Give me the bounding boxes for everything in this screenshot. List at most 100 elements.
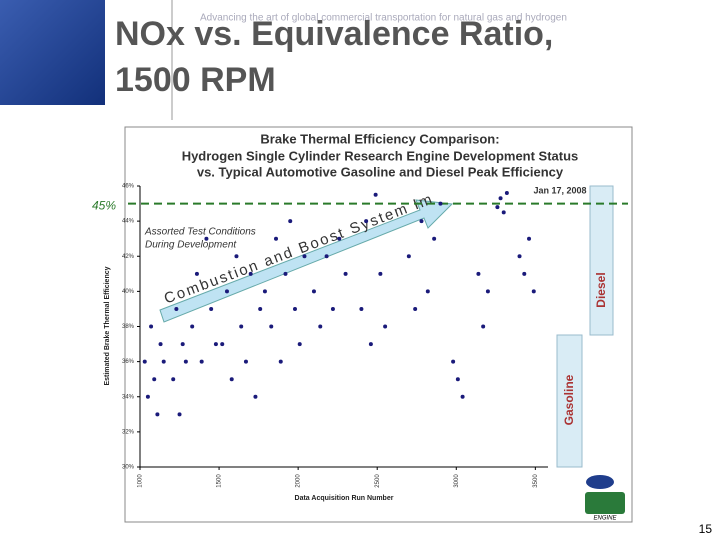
point	[311, 289, 316, 294]
y-axis-label: Estimated Brake Thermal Efficiency	[104, 266, 111, 385]
y-tick-label: 34%	[122, 394, 135, 400]
point	[209, 306, 214, 311]
point	[495, 205, 500, 210]
improvement-arrow	[159, 199, 454, 323]
logo: ENGINE	[585, 475, 625, 522]
point	[288, 219, 293, 224]
x-tick-label: 1500	[217, 474, 223, 488]
point	[158, 342, 163, 347]
point	[183, 359, 188, 364]
point	[517, 254, 522, 259]
point	[194, 271, 199, 276]
y-tick-label: 42%	[122, 254, 135, 260]
point	[373, 192, 378, 197]
point	[481, 324, 486, 329]
point	[224, 289, 229, 294]
point	[378, 271, 383, 276]
band-label: Diesel	[594, 272, 608, 307]
chart-title: vs. Typical Automotive Gasoline and Dies…	[197, 164, 564, 179]
point	[239, 324, 244, 329]
point	[269, 324, 274, 329]
slide-title: 1500 RPM	[115, 61, 276, 99]
corner-block	[0, 0, 105, 105]
point	[180, 342, 185, 347]
point	[522, 271, 527, 276]
point	[278, 359, 283, 364]
date-label: Jan 17, 2008	[533, 185, 586, 195]
point	[324, 254, 329, 259]
point	[359, 306, 364, 311]
x-tick-label: 2500	[375, 474, 381, 488]
chart-title: Hydrogen Single Cylinder Research Engine…	[182, 148, 579, 163]
point	[501, 210, 506, 215]
y-tick-label: 44%	[122, 219, 135, 225]
y-tick-label: 40%	[122, 289, 135, 295]
point	[455, 377, 460, 382]
point	[531, 289, 536, 294]
band-label: Gasoline	[562, 374, 576, 425]
point	[527, 236, 532, 241]
point	[213, 342, 218, 347]
y-tick-label: 32%	[122, 429, 135, 435]
y-tick-label: 38%	[122, 324, 135, 330]
point	[498, 196, 503, 201]
chart-title: Brake Thermal Efficiency Comparison:	[260, 131, 499, 146]
point	[152, 377, 157, 382]
point	[283, 271, 288, 276]
point	[155, 412, 160, 417]
point	[199, 359, 204, 364]
point	[302, 254, 307, 259]
point	[253, 394, 258, 399]
point	[220, 342, 225, 347]
point	[229, 377, 234, 382]
point	[425, 289, 430, 294]
point	[297, 342, 302, 347]
page-number: 15	[699, 522, 713, 536]
point	[485, 289, 490, 294]
point	[364, 219, 369, 224]
point	[413, 306, 418, 311]
point	[432, 236, 437, 241]
point	[248, 271, 253, 276]
point	[149, 324, 154, 329]
point	[262, 289, 267, 294]
x-tick-label: 3000	[454, 474, 460, 488]
point	[234, 254, 239, 259]
point	[258, 306, 263, 311]
point	[204, 236, 209, 241]
y-tick-label: 36%	[122, 359, 135, 365]
point	[318, 324, 323, 329]
point	[504, 191, 509, 196]
conditions: During Development	[145, 240, 237, 251]
point	[368, 342, 373, 347]
point	[476, 271, 481, 276]
point	[142, 359, 147, 364]
chart-frame	[124, 126, 633, 523]
reference-label: 45%	[92, 199, 116, 213]
point	[406, 254, 411, 259]
conditions: Assorted Test Conditions	[144, 227, 256, 238]
x-tick-label: 3500	[533, 474, 539, 488]
x-tick-label: 2000	[296, 474, 302, 488]
diesel-band	[589, 185, 614, 336]
point	[438, 201, 443, 206]
point	[177, 412, 182, 417]
tagline: Advancing the art of global commercial t…	[200, 13, 567, 24]
point	[330, 306, 335, 311]
point	[274, 236, 278, 241]
point	[171, 377, 176, 382]
point	[451, 359, 456, 364]
point	[292, 306, 297, 311]
point	[460, 394, 465, 399]
x-tick-label: 1000	[138, 474, 144, 488]
y-tick-label: 46%	[122, 184, 135, 190]
point	[419, 219, 424, 224]
plot: Gasoline Diesel 30% 32% 34% 36% 38% 40% 42% 44% 46…	[92, 184, 628, 502]
slide-title: NOx vs. Equivalence Ratio,	[115, 15, 553, 53]
y-tick-label: 30%	[122, 465, 135, 471]
point	[190, 324, 195, 329]
point	[383, 324, 388, 329]
point	[343, 271, 348, 276]
logo-text: ENGINE	[593, 516, 617, 522]
